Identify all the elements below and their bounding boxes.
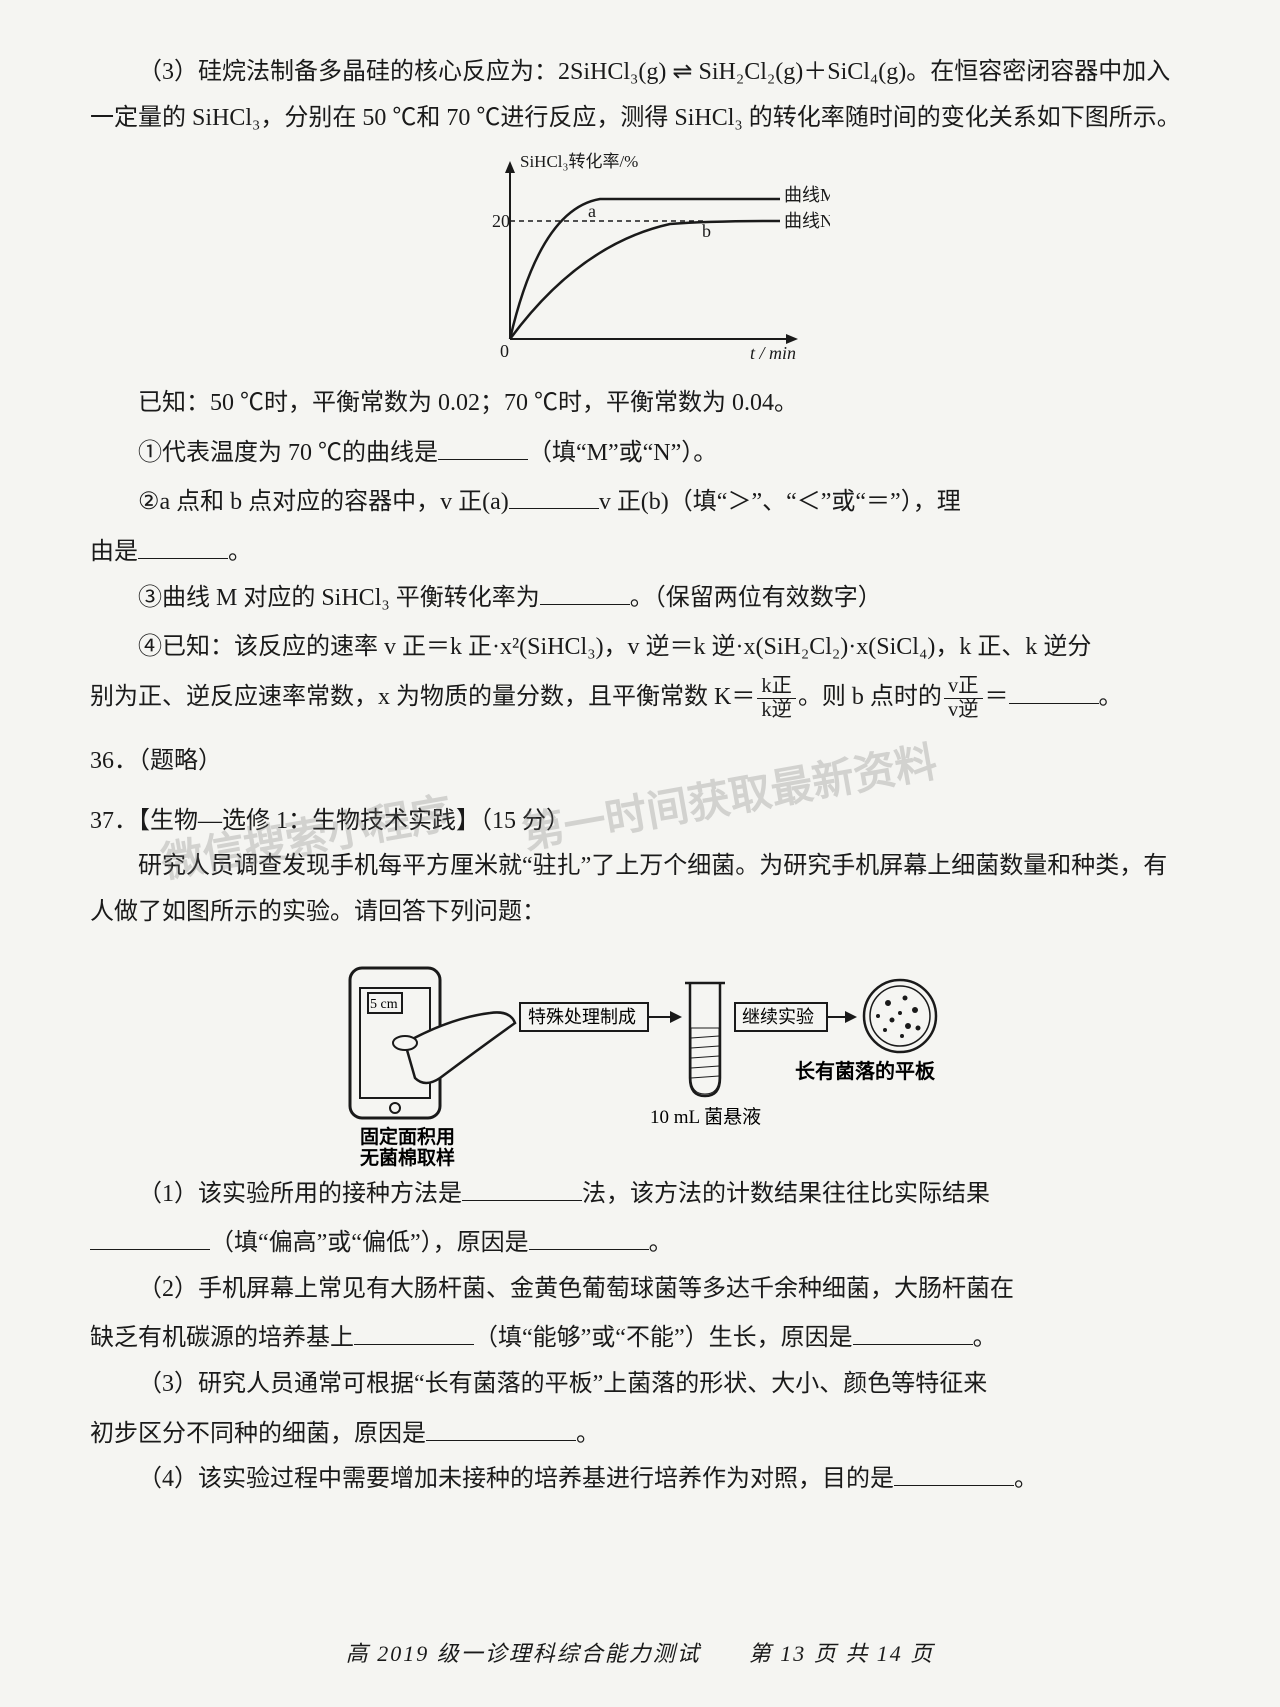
blank (354, 1319, 474, 1345)
blank (426, 1414, 576, 1440)
q37-4: （4）该实验过程中需要增加未接种的培养基进行培养作为对照，目的是 。 (90, 1457, 1190, 1503)
q37-1-mid: 法，该方法的计数结果往往比实际结果 (582, 1181, 990, 1207)
svg-text:SiHCl₃转化率/%: SiHCl₃转化率/% (520, 152, 638, 171)
q4-l2-post: ＝ (985, 684, 1009, 710)
q37-1-l2-mid: （填“偏高”或“偏低”），原因是 (210, 1230, 529, 1256)
q4-l2-pre: 别为正、逆反应速率常数，x 为物质的量分数，且平衡常数 K＝ (90, 684, 755, 710)
svg-text:曲线N: 曲线N (784, 211, 830, 231)
q37-2-line2: 缺乏有机碳源的培养基上 （填“能够”或“不能”）生长，原因是 。 (90, 1316, 1190, 1362)
q37-3-l2-post: 。 (576, 1421, 600, 1447)
blank (853, 1319, 973, 1345)
svg-text:5 cm: 5 cm (370, 997, 398, 1012)
q37-4-pre: （4）该实验过程中需要增加未接种的培养基进行培养作为对照，目的是 (138, 1466, 894, 1492)
q37-3-line1: （3）研究人员通常可根据“长有菌落的平板”上菌落的形状、大小、颜色等特征来 (90, 1362, 1190, 1408)
q2-l2-post: 。 (228, 539, 252, 565)
y-tick-20: 20 (492, 211, 510, 231)
q3-post: 。（保留两位有效数字） (630, 585, 882, 611)
svg-text:长有菌落的平板: 长有菌落的平板 (795, 1059, 936, 1083)
question-2-line2: 由是 。 (90, 530, 1190, 576)
q37-2-l2-mid: （填“能够”或“不能”）生长，原因是 (474, 1325, 853, 1351)
svg-text:10 mL 菌悬液: 10 mL 菌悬液 (650, 1106, 761, 1128)
svg-text:a: a (588, 201, 596, 221)
blank (529, 1224, 649, 1250)
page-footer: 高 2019 级一诊理科综合能力测试 第 13 页 共 14 页 (0, 1633, 1280, 1675)
blank (894, 1460, 1014, 1486)
q3-pre: ③曲线 M 对应的 SiHCl₃ 平衡转化率为 (138, 585, 540, 611)
blank (509, 483, 599, 509)
diagram-container: 5 cm 特殊处理制成 继续实验 (90, 948, 1190, 1168)
blank (1009, 677, 1099, 703)
svg-text:b: b (702, 221, 711, 241)
experiment-diagram: 5 cm 特殊处理制成 继续实验 (330, 948, 950, 1168)
q2-l2-pre: 由是 (90, 539, 138, 565)
svg-text:固定面积用: 固定面积用 (360, 1125, 455, 1148)
q37-3-line2: 初步区分不同种的细菌，原因是 。 (90, 1412, 1190, 1458)
q37-1-line2: （填“偏高”或“偏低”），原因是 。 (90, 1221, 1190, 1267)
question-4-line1: ④已知：该反应的速率 v 正＝k 正·x²(SiHCl₃)，v 逆＝k 逆·x(… (90, 625, 1190, 671)
q1-post: （填“M”或“N”）。 (528, 440, 717, 466)
svg-text:特殊处理制成: 特殊处理制成 (528, 1007, 636, 1027)
q37-3-l2-pre: 初步区分不同种的细菌，原因是 (90, 1421, 426, 1447)
fraction-v: v正v逆 (944, 675, 983, 721)
q37-1-l2-post: 。 (649, 1230, 673, 1256)
paragraph-3: （3）硅烷法制备多晶硅的核心反应为：2SiHCl₃(g) ⇌ SiH₂Cl₂(g… (90, 50, 1190, 141)
q2-mid: v 正(b)（填“＞”、“＜”或“＝”），理 (599, 489, 961, 515)
svg-text:t / min: t / min (750, 343, 796, 363)
q37-2-l2-pre: 缺乏有机碳源的培养基上 (90, 1325, 354, 1351)
chart-container: 20 a b SiHCl₃转化率/% t / min 0 曲线M 曲线N (90, 149, 1190, 369)
fraction-k: k正k逆 (757, 675, 796, 721)
q2-pre: ②a 点和 b 点对应的容器中，v 正(a) (138, 489, 509, 515)
question-1: ①代表温度为 70 ℃的曲线是 （填“M”或“N”）。 (90, 431, 1190, 477)
q37-1-pre: （1）该实验所用的接种方法是 (138, 1181, 462, 1207)
question-3: ③曲线 M 对应的 SiHCl₃ 平衡转化率为 。（保留两位有效数字） (90, 576, 1190, 622)
question-37-head: 37．【生物—选修 1：生物技术实践】（15 分） (90, 799, 1190, 845)
q37-1-line1: （1）该实验所用的接种方法是 法，该方法的计数结果往往比实际结果 (90, 1172, 1190, 1218)
svg-text:曲线M: 曲线M (784, 185, 830, 205)
q37-2-l2-post: 。 (973, 1325, 997, 1351)
question-4-line2: 别为正、逆反应速率常数，x 为物质的量分数，且平衡常数 K＝k正k逆。则 b 点… (90, 675, 1190, 721)
blank (462, 1174, 582, 1200)
svg-text:无菌棉取样: 无菌棉取样 (360, 1146, 455, 1168)
q4-l2-mid: 。则 b 点时的 (798, 684, 942, 710)
q4-l2-end: 。 (1099, 684, 1123, 710)
blank (138, 533, 228, 559)
conversion-rate-chart: 20 a b SiHCl₃转化率/% t / min 0 曲线M 曲线N (450, 149, 830, 369)
q1-pre: ①代表温度为 70 ℃的曲线是 (138, 440, 438, 466)
svg-text:0: 0 (500, 341, 509, 361)
blank (438, 433, 528, 459)
question-2-line1: ②a 点和 b 点对应的容器中，v 正(a) v 正(b)（填“＞”、“＜”或“＝… (90, 480, 1190, 526)
question-37-intro: 研究人员调查发现手机每平方厘米就“驻扎”了上万个细菌。为研究手机屏幕上细菌数量和… (90, 844, 1190, 935)
q37-2-line1: （2）手机屏幕上常见有大肠杆菌、金黄色葡萄球菌等多达千余种细菌，大肠杆菌在 (90, 1267, 1190, 1313)
blank (540, 578, 630, 604)
question-36: 36．（题略） (90, 739, 1190, 785)
svg-text:继续实验: 继续实验 (742, 1007, 814, 1027)
blank (90, 1224, 210, 1250)
q37-4-post: 。 (1014, 1466, 1038, 1492)
known-info: 已知：50 ℃时，平衡常数为 0.02；70 ℃时，平衡常数为 0.04。 (90, 381, 1190, 427)
